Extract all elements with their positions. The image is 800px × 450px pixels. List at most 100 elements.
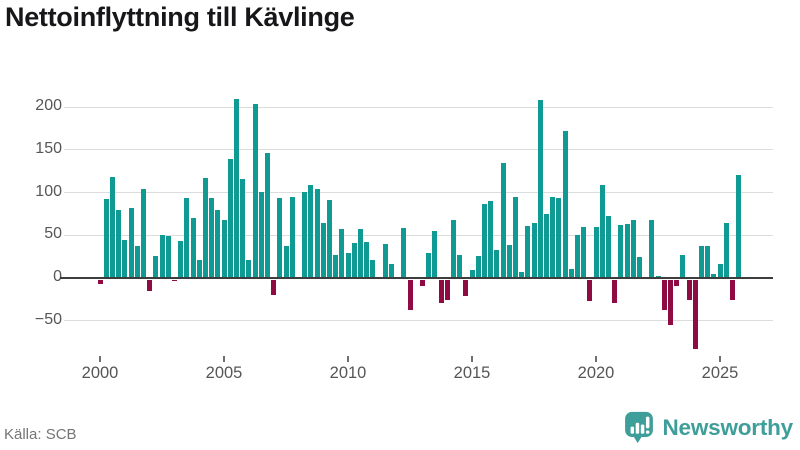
bar-2014-Q4[interactable] xyxy=(463,279,469,296)
bar-2000-Q1[interactable] xyxy=(97,279,103,284)
bar-2001-Q2[interactable] xyxy=(128,207,134,278)
bar-2014-Q2[interactable] xyxy=(450,219,456,278)
bar-2010-Q4[interactable] xyxy=(364,242,370,278)
bar-2007-Q4[interactable] xyxy=(289,196,295,278)
bar-2023-Q1[interactable] xyxy=(667,279,673,325)
bar-2002-Q2[interactable] xyxy=(153,255,159,278)
bar-2018-Q2[interactable] xyxy=(550,196,556,278)
bar-2013-Q4[interactable] xyxy=(438,279,444,303)
bar-2004-Q3[interactable] xyxy=(209,197,215,278)
newsworthy-logo[interactable]: Newsworthy xyxy=(624,411,793,444)
bar-2014-Q3[interactable] xyxy=(457,254,463,278)
bar-2008-Q3[interactable] xyxy=(308,184,314,278)
bar-2017-Q3[interactable] xyxy=(531,223,537,278)
bar-2000-Q3[interactable] xyxy=(109,177,115,278)
bar-2022-Q4[interactable] xyxy=(661,279,667,311)
bar-2018-Q3[interactable] xyxy=(556,197,562,278)
bar-2021-Q1[interactable] xyxy=(618,224,624,278)
x-axis-tick xyxy=(719,356,721,362)
bar-2001-Q1[interactable] xyxy=(122,240,128,278)
bar-2009-Q2[interactable] xyxy=(326,200,332,278)
bar-2020-Q1[interactable] xyxy=(593,226,599,278)
bar-2023-Q2[interactable] xyxy=(674,279,680,287)
bar-2016-Q1[interactable] xyxy=(494,249,500,278)
bar-2008-Q4[interactable] xyxy=(314,189,320,278)
bar-2002-Q3[interactable] xyxy=(159,235,165,278)
bar-2015-Q3[interactable] xyxy=(481,203,487,278)
bar-2006-Q2[interactable] xyxy=(252,103,258,278)
bar-2020-Q3[interactable] xyxy=(605,216,611,278)
bar-2015-Q2[interactable] xyxy=(475,255,481,278)
bar-2009-Q3[interactable] xyxy=(333,254,339,278)
bar-2024-Q2[interactable] xyxy=(698,245,704,278)
bar-2010-Q2[interactable] xyxy=(351,242,357,278)
bar-2003-Q4[interactable] xyxy=(190,218,196,278)
bar-2011-Q4[interactable] xyxy=(388,264,394,278)
bar-2004-Q4[interactable] xyxy=(215,210,221,278)
bar-2025-Q1[interactable] xyxy=(717,264,723,278)
bar-2016-Q2[interactable] xyxy=(500,163,506,278)
bar-2006-Q1[interactable] xyxy=(246,260,252,278)
bar-2013-Q2[interactable] xyxy=(426,253,432,278)
bar-2005-Q2[interactable] xyxy=(227,159,233,278)
bar-2005-Q1[interactable] xyxy=(221,219,227,278)
bar-2018-Q4[interactable] xyxy=(562,130,568,278)
bar-2022-Q2[interactable] xyxy=(649,219,655,278)
bar-2009-Q1[interactable] xyxy=(320,223,326,278)
bar-2025-Q3[interactable] xyxy=(729,279,735,301)
bar-2011-Q3[interactable] xyxy=(382,243,388,278)
bar-2001-Q3[interactable] xyxy=(134,245,140,278)
bar-2000-Q4[interactable] xyxy=(116,210,122,278)
bar-2018-Q1[interactable] xyxy=(543,213,549,278)
bar-2012-Q3[interactable] xyxy=(407,279,413,311)
bar-2024-Q1[interactable] xyxy=(692,279,698,349)
bar-2019-Q1[interactable] xyxy=(568,269,574,278)
bar-2024-Q3[interactable] xyxy=(705,245,711,278)
bar-2024-Q4[interactable] xyxy=(711,273,717,278)
bar-2002-Q4[interactable] xyxy=(165,236,171,278)
bar-2021-Q4[interactable] xyxy=(636,256,642,278)
bar-2003-Q2[interactable] xyxy=(178,241,184,278)
bar-2003-Q3[interactable] xyxy=(184,197,190,278)
bar-2009-Q4[interactable] xyxy=(339,229,345,278)
bar-2008-Q2[interactable] xyxy=(302,191,308,278)
bar-2017-Q4[interactable] xyxy=(537,100,543,278)
bar-2021-Q3[interactable] xyxy=(630,219,636,278)
bar-2004-Q1[interactable] xyxy=(196,260,202,278)
bar-2005-Q4[interactable] xyxy=(240,178,246,278)
bar-2005-Q3[interactable] xyxy=(233,99,239,278)
bar-2006-Q3[interactable] xyxy=(258,191,264,278)
bar-2010-Q3[interactable] xyxy=(357,229,363,278)
bar-2020-Q2[interactable] xyxy=(599,184,605,278)
bar-2015-Q1[interactable] xyxy=(469,270,475,278)
bar-2004-Q2[interactable] xyxy=(202,177,208,278)
bar-2017-Q1[interactable] xyxy=(519,272,525,278)
bar-2019-Q4[interactable] xyxy=(587,279,593,301)
bar-2025-Q4[interactable] xyxy=(736,174,742,278)
bar-2019-Q3[interactable] xyxy=(581,226,587,278)
bar-2023-Q4[interactable] xyxy=(686,279,692,301)
bar-2025-Q2[interactable] xyxy=(723,223,729,278)
bar-2020-Q4[interactable] xyxy=(612,279,618,304)
bar-2006-Q4[interactable] xyxy=(264,153,270,278)
bar-2010-Q1[interactable] xyxy=(345,253,351,278)
bar-2023-Q3[interactable] xyxy=(680,254,686,278)
bar-2011-Q1[interactable] xyxy=(370,260,376,278)
bar-2016-Q4[interactable] xyxy=(512,196,518,278)
bar-2003-Q1[interactable] xyxy=(171,279,177,282)
bar-2007-Q1[interactable] xyxy=(271,279,277,295)
bar-2016-Q3[interactable] xyxy=(506,244,512,278)
bar-2002-Q1[interactable] xyxy=(147,279,153,292)
bar-2021-Q2[interactable] xyxy=(624,224,630,278)
bar-2015-Q4[interactable] xyxy=(488,201,494,278)
bar-2013-Q1[interactable] xyxy=(419,279,425,287)
bar-2007-Q2[interactable] xyxy=(277,198,283,278)
bar-2007-Q3[interactable] xyxy=(283,246,289,278)
bar-2001-Q4[interactable] xyxy=(140,189,146,278)
bar-2013-Q3[interactable] xyxy=(432,230,438,278)
bar-2012-Q2[interactable] xyxy=(401,228,407,278)
bar-2019-Q2[interactable] xyxy=(574,235,580,278)
bar-2017-Q2[interactable] xyxy=(525,225,531,278)
bar-2014-Q1[interactable] xyxy=(444,279,450,301)
bar-2000-Q2[interactable] xyxy=(103,199,109,278)
